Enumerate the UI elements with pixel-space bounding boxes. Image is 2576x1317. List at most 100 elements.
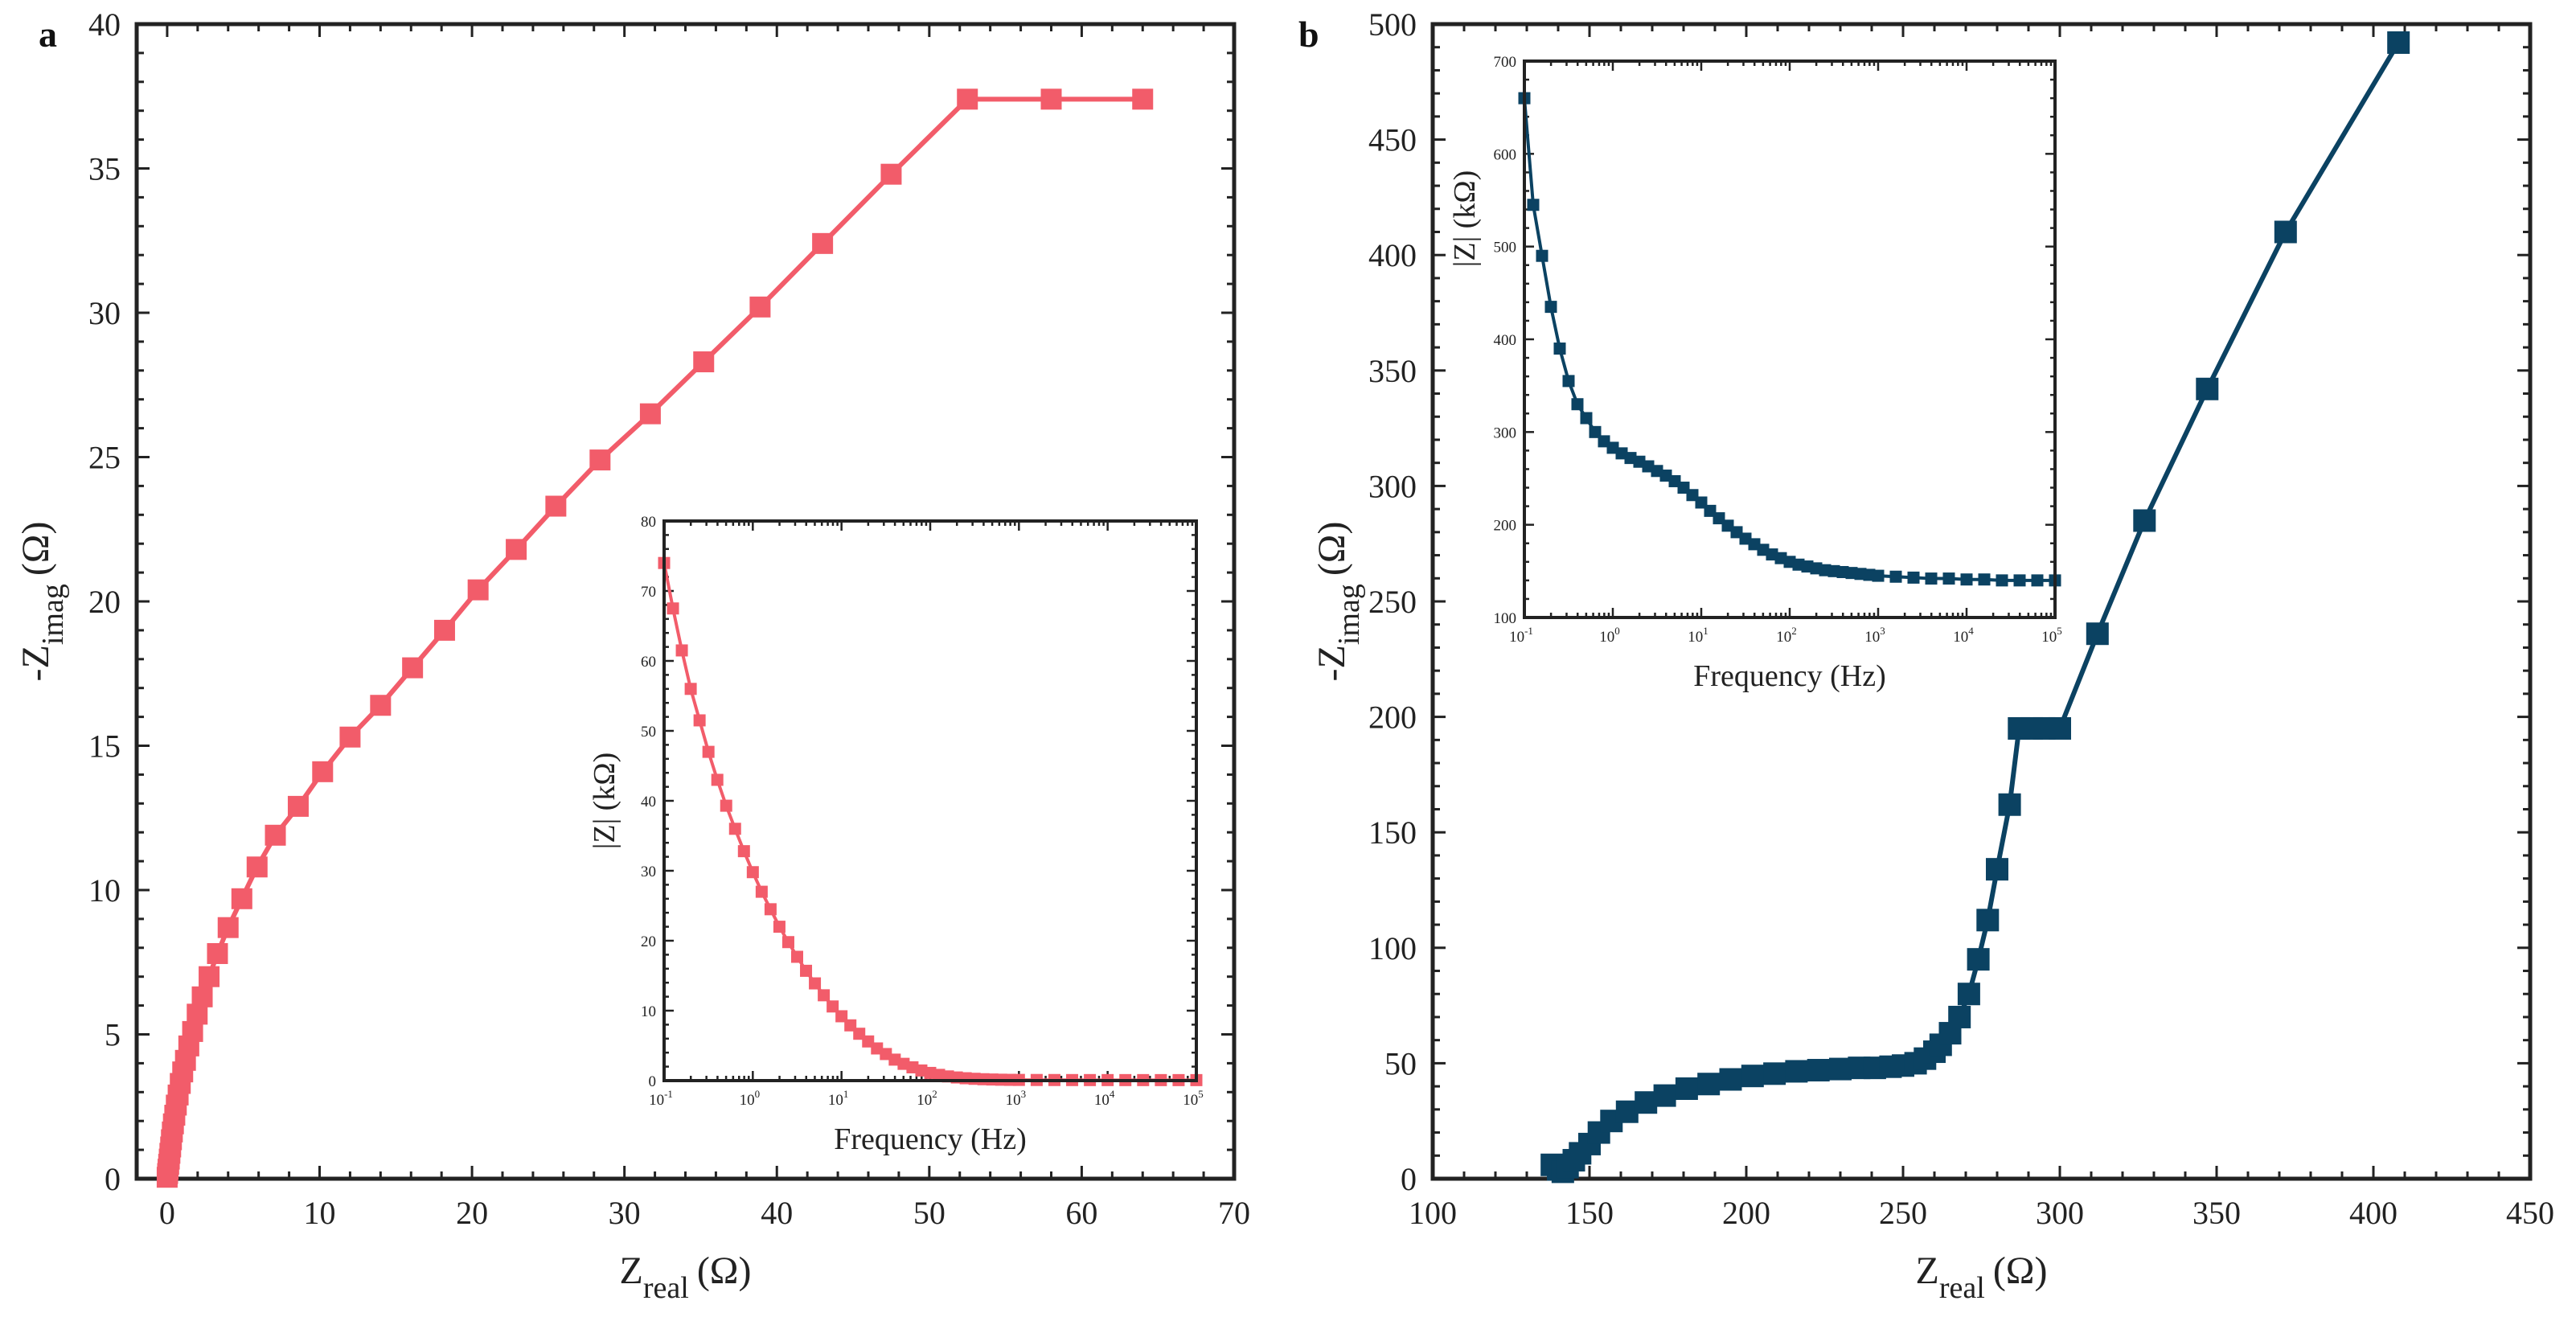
main-series-point — [467, 579, 489, 601]
inset-series-point — [2013, 574, 2026, 587]
inset-x-tick-base: 10 — [828, 1092, 843, 1109]
main-series-point — [1697, 1073, 1721, 1096]
y-tick-label: 350 — [1368, 353, 1417, 389]
y-axis-title-unit: (Ω) — [14, 522, 57, 576]
inset-series-point — [781, 936, 794, 949]
main-series-point — [246, 856, 268, 878]
inset-series-point — [728, 823, 741, 835]
main-series-point — [1132, 88, 1154, 110]
x-tick-label: 60 — [1065, 1195, 1097, 1231]
inset-x-tick-exp: 5 — [2057, 625, 2062, 637]
y-axis-title-main: -Z — [1311, 645, 1353, 681]
inset-y-tick-label: 200 — [1494, 518, 1517, 535]
y-axis-title-main: -Z — [14, 645, 57, 681]
x-axis-title-main: Z — [620, 1249, 643, 1292]
inset-background — [664, 521, 1196, 1081]
inset-series-point — [693, 714, 706, 727]
x-tick-label: 450 — [2506, 1195, 2554, 1231]
inset-x-tick-label: 104 — [1094, 1088, 1115, 1109]
main-series-point — [1653, 1084, 1676, 1107]
main-series-point — [2049, 716, 2071, 740]
y-tick-label: 500 — [1368, 6, 1417, 43]
inset-series-point — [746, 866, 759, 879]
main-series-point — [1986, 858, 2008, 881]
main-series-point — [1785, 1060, 1808, 1083]
main-series-point — [2133, 509, 2156, 532]
inset-y-tick-label: 10 — [641, 1003, 656, 1020]
main-series-point — [1040, 88, 1062, 110]
inset-x-tick-exp: -1 — [664, 1088, 673, 1100]
inset-series-point — [1562, 375, 1575, 388]
inset-y-axis-title: |Z| (kΩ) — [588, 753, 621, 849]
x-tick-label: 100 — [1409, 1195, 1457, 1231]
inset-y-tick-label: 0 — [649, 1073, 657, 1090]
main-series-point — [402, 657, 424, 679]
main-series-point — [880, 163, 902, 185]
panel-b: b 100 150 200 250 300 350 400 45005010015020025… — [1298, 6, 2554, 1305]
inset-x-tick-label: 10-1 — [1509, 625, 1533, 646]
inset-frame — [1523, 59, 2057, 619]
x-tick-label: 20 — [456, 1195, 488, 1231]
inset-x-tick-base: 10 — [1864, 629, 1880, 646]
inset-series-point — [1553, 343, 1566, 355]
inset-series-point — [667, 602, 679, 615]
x-tick-label: 40 — [761, 1195, 793, 1231]
inset-x-tick-exp: 1 — [1703, 625, 1708, 637]
inset-y-tick-label: 400 — [1494, 332, 1517, 349]
y-axis-title-unit: (Ω) — [1311, 522, 1353, 576]
main-series-point — [506, 539, 527, 560]
x-axis-title-sub: real — [643, 1271, 689, 1305]
inset-y-tick-label: 300 — [1494, 425, 1517, 441]
y-tick-label: 100 — [1368, 930, 1417, 966]
inset-x-tick-base: 10 — [1953, 629, 1968, 646]
inset-series-point — [1571, 398, 1584, 411]
inset-y-tick-label: 100 — [1494, 610, 1517, 627]
y-tick-label: 5 — [105, 1017, 121, 1053]
x-axis-title-unit: (Ω) — [697, 1249, 752, 1292]
x-tick-label: 300 — [2036, 1195, 2084, 1231]
main-series-point — [265, 824, 286, 846]
y-tick-label: 50 — [1384, 1045, 1417, 1081]
inset-x-tick-base: 10 — [1006, 1092, 1021, 1109]
inset-x-axis-title: Frequency (Hz) — [1693, 659, 1886, 693]
y-tick-label: 40 — [88, 6, 121, 43]
inset-series-point — [684, 683, 697, 695]
x-axis-title: Zreal (Ω) — [1916, 1249, 2048, 1305]
inset-x-tick-label: 10-1 — [649, 1088, 673, 1109]
main-series-point — [1948, 1005, 1971, 1028]
main-series-point — [339, 726, 361, 748]
y-axis-title-sub: imag — [36, 584, 70, 645]
y-tick-label: 30 — [88, 295, 121, 331]
x-tick-label: 10 — [304, 1195, 336, 1231]
inset-x-axis-title: Frequency (Hz) — [834, 1122, 1027, 1156]
main-series-point — [1998, 793, 2021, 816]
inset-x-tick-base: 10 — [1688, 629, 1703, 646]
inset-series-point — [1907, 571, 1920, 584]
main-series-point — [1807, 1059, 1830, 1082]
inset-y-tick-label: 30 — [641, 864, 656, 880]
inset-x-tick-base: 10 — [1183, 1092, 1198, 1109]
inset-x-tick-exp: 0 — [755, 1088, 761, 1100]
main-series-point — [2387, 31, 2410, 54]
y-tick-label: 25 — [88, 440, 121, 476]
y-tick-label: 15 — [88, 728, 121, 765]
inset-series-point — [1527, 199, 1540, 211]
inset-x-tick-exp: 3 — [1880, 625, 1885, 637]
main-series-point — [1976, 909, 2000, 932]
inset-x-tick-label: 105 — [2041, 625, 2062, 646]
y-axis-title: -Zimag (Ω) — [1311, 522, 1366, 682]
inset-series-point — [1960, 573, 1973, 586]
y-tick-label: 10 — [88, 872, 121, 909]
inset-series-point — [818, 989, 831, 1002]
inset-y-tick-label: 20 — [641, 933, 656, 950]
main-series-point — [1957, 983, 1980, 1006]
y-axis-title: -Zimag (Ω) — [14, 522, 70, 682]
x-tick-label: 50 — [913, 1195, 945, 1231]
main-series-point — [199, 966, 220, 987]
inset-x-tick-exp: 4 — [1110, 1088, 1115, 1100]
y-tick-label: 400 — [1368, 237, 1417, 273]
y-tick-label: 0 — [105, 1161, 121, 1197]
x-tick-label: 0 — [159, 1195, 175, 1231]
